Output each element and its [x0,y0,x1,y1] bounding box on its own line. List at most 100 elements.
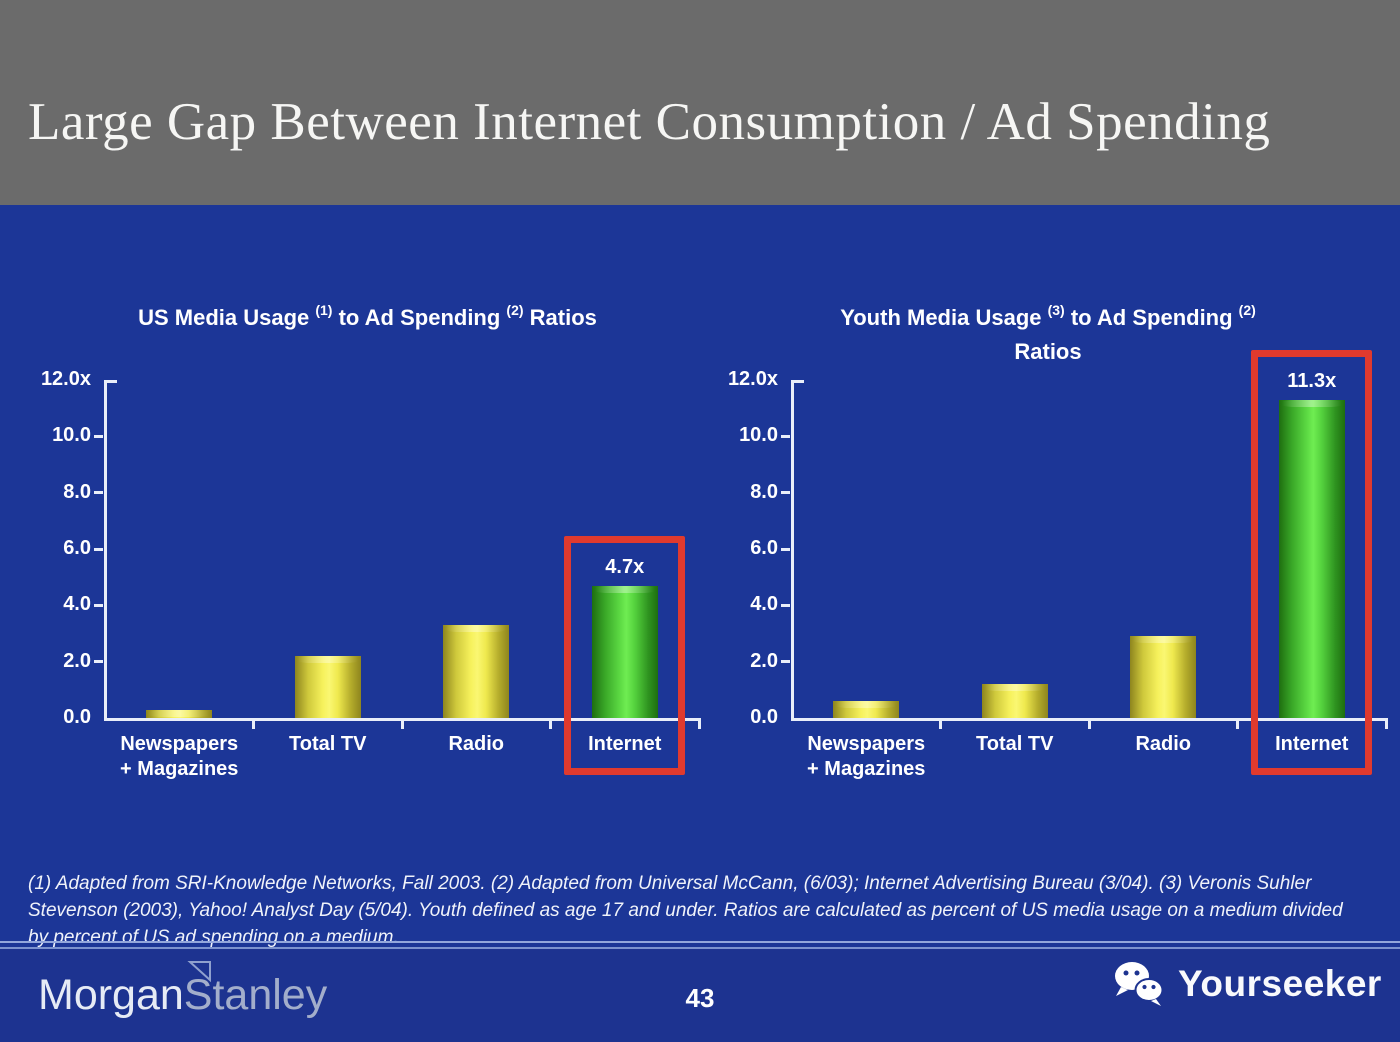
y-axis-line [790,380,794,718]
title-text: US Media Usage [138,305,316,330]
category-label-internet: Internet [1236,732,1388,757]
y-tick-label: 2.0 [63,649,91,672]
x-tick-mark [1236,721,1239,729]
category-label-line: Internet [1275,733,1349,755]
bar-top-highlight [981,684,1048,692]
page-number: 43 [685,983,715,1013]
y-tick-mark [781,547,790,551]
category-label-radio: Radio [1087,732,1239,757]
category-label-newspapers-magazines: Newspapers + Magazines [790,732,942,782]
bar-top-highlight [294,656,361,664]
x-tick-mark [697,721,701,729]
category-label-radio: Radio [400,732,552,757]
bar-newspapers-magazines [833,701,900,718]
y-tick-label: 8.0 [750,480,778,503]
y-tick-label: 2.0 [750,649,778,672]
highlight-box [1251,349,1373,775]
y-axis-top-cap [792,380,804,383]
y-tick-mark [94,491,103,495]
data-label: 4.7x [605,555,645,578]
brand-morgan: Morgan [38,971,184,1019]
y-tick-label: 10.0 [739,424,778,447]
bar-internet [591,585,658,718]
data-label: 11.3x [1287,369,1337,392]
slide-footer: MorganStanley 43 Yourseeker [0,949,1400,1042]
y-axis-line [103,380,107,718]
category-label-line: Radio [1135,733,1192,755]
category-label-line: Total TV [289,733,367,755]
category-label-line: Newspapers [120,733,239,755]
category-label-total-tv: Total TV [252,732,404,757]
footnote: (1) Adapted from SRI-Knowledge Networks,… [28,870,1380,951]
slide-header: Large Gap Between Internet Consumption /… [0,0,1400,205]
y-tick-label: 0.0 [63,706,91,728]
category-label-line: Radio [448,733,505,755]
bar-top-highlight [1278,399,1345,407]
x-tick-mark [1384,721,1388,729]
category-label-line: Total TV [976,733,1054,755]
title-text: Ratios [523,305,597,330]
x-tick-mark [549,721,552,729]
category-label-line: Internet [588,733,662,755]
footer-divider [0,941,1400,949]
x-tick-mark [252,721,255,729]
y-tick-label: 8.0 [63,480,91,503]
y-tick-label: 12.0x [40,368,91,390]
bar-top-highlight [1130,636,1197,644]
footnote-line: Stevenson (2003), Yahoo! Analyst Day (5/… [28,900,1343,921]
y-tick-mark [781,603,790,607]
highlight-box [564,535,686,775]
bar-total-tv [981,684,1048,718]
category-label-internet: Internet [549,732,701,757]
x-tick-mark [939,721,942,729]
bar-radio [443,625,510,718]
title-superscript: (2) [1238,302,1256,318]
x-tick-mark [1087,721,1091,729]
y-tick-label: 12.0x [727,368,778,390]
title-superscript: (2) [506,302,524,318]
y-tick-label: 4.0 [750,593,778,616]
us-media-usage-chart: 12.0x 10.0 8.0 6.0 4.0 2.0 0.0 Newspapers + Maga… [25,365,715,815]
y-tick-mark [94,660,103,664]
footnote-line: (1) Adapted from SRI-Knowledge Networks,… [28,873,1312,894]
category-label-newspapers-magazines: Newspapers + Magazines [103,732,255,782]
title-text: Youth Media Usage [840,305,1048,330]
y-tick-label: 6.0 [750,537,778,559]
bar-radio [1130,636,1197,718]
bar-internet [1278,399,1345,718]
y-tick-label: 4.0 [63,593,91,616]
y-tick-label: 0.0 [750,706,778,728]
x-axis-line [790,718,1388,721]
category-label-line: + Magazines [807,758,926,780]
title-text: to Ad Spending [332,305,507,330]
bar-total-tv [294,656,361,718]
y-tick-mark [781,660,790,664]
watermark-label: Yourseeker [1178,963,1382,1004]
y-axis-top-cap [105,380,117,383]
y-tick-mark [94,434,103,438]
morgan-stanley-flag-icon [187,961,211,983]
title-text: to Ad Spending [1064,305,1239,330]
wechat-icon [1115,962,1164,1006]
bar-newspapers-magazines [146,709,213,718]
title-text: Ratios [1014,339,1082,364]
morgan-stanley-logo: MorganStanley [38,961,327,1020]
y-tick-label: 10.0 [52,424,91,447]
y-tick-mark [94,603,103,607]
x-axis-line [103,718,701,721]
category-label-total-tv: Total TV [939,732,1091,757]
category-label-line: Newspapers [807,733,926,755]
y-tick-mark [781,434,790,438]
youth-media-usage-chart: 12.0x 10.0 8.0 6.0 4.0 2.0 0.0 Newspapers + Maga… [712,349,1400,815]
bar-top-highlight [146,709,213,717]
y-tick-mark [94,547,103,551]
bar-top-highlight [443,625,510,633]
category-label-line: + Magazines [120,758,239,780]
left-chart-title: US Media Usage (1) to Ad Spending (2) Ra… [95,293,640,335]
title-superscript: (3) [1047,302,1065,318]
y-tick-label: 6.0 [63,537,91,559]
right-chart-title: Youth Media Usage (3) to Ad Spending (2)… [772,293,1324,369]
bar-top-highlight [833,701,900,709]
title-superscript: (1) [315,302,333,318]
